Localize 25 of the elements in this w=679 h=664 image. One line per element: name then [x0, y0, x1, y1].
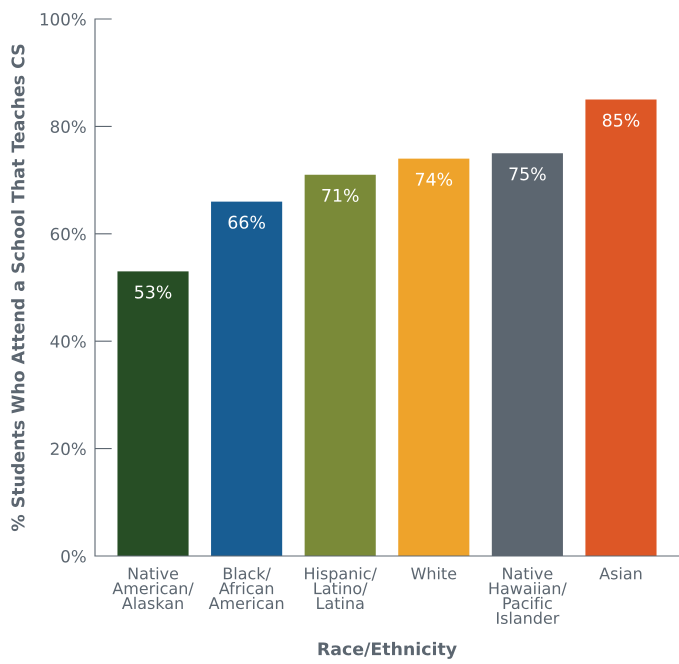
bar — [585, 100, 657, 556]
data-label: 53% — [135, 285, 172, 299]
bar — [211, 202, 282, 556]
data-label: 75% — [510, 167, 546, 180]
y-tick-label: 100% — [40, 12, 86, 26]
x-tick-label: Hispanic/ Latino/ Latina — [305, 567, 377, 610]
y-axis-title: % Students Who Attend a School That Teaches CS — [11, 44, 25, 532]
y-tick-label: 20% — [50, 442, 86, 456]
bar — [117, 271, 189, 556]
x-tick-label: White — [411, 567, 456, 580]
y-tick-label: 60% — [50, 228, 86, 240]
x-tick-label: Asian — [599, 567, 642, 580]
x-tick-label: Black/ African American — [208, 567, 284, 610]
y-tick-label: 0% — [61, 550, 86, 563]
bar — [304, 174, 376, 556]
x-tick-label: Native Hawaiian/ Pacific Islander — [490, 567, 567, 624]
x-tick-label: Native American/ Alaskan — [112, 567, 194, 610]
data-label: 74% — [416, 172, 452, 186]
y-tick-label: 80% — [50, 120, 86, 133]
data-label: 66% — [228, 216, 265, 229]
x-axis-title: Race/Ethnicity — [318, 642, 457, 659]
y-tick-label: 40% — [50, 335, 86, 348]
data-label: 71% — [322, 188, 359, 202]
data-label: 85% — [602, 114, 640, 127]
bar — [398, 158, 470, 556]
